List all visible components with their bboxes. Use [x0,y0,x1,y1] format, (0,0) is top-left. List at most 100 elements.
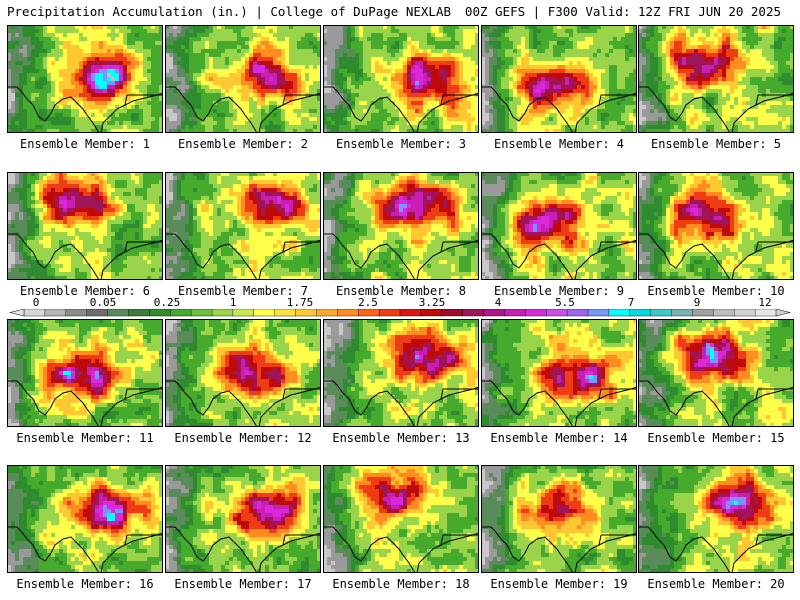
colorbar-swatch [399,309,422,317]
state-border-lines [638,86,794,133]
colorbar-swatch [107,309,130,317]
precip-map [481,172,637,280]
panel-label: Ensemble Member: 11 [7,431,163,445]
panel-label: Ensemble Member: 7 [165,284,321,298]
chart-title: Precipitation Accumulation (in.) | Colle… [7,4,451,19]
colorbar-swatch [295,309,318,317]
colorbar-swatch [671,309,694,317]
precip-map [323,465,479,573]
panel-label: Ensemble Member: 16 [7,577,163,591]
colorbar-tick-label: 2.5 [358,296,378,309]
colorbar-legend: 0 0.05 0.25 1 1.75 2.5 3.25 4 5.5 7 9 12 [0,296,800,322]
colorbar-swatch [754,309,777,317]
precip-map [165,25,321,133]
ensemble-panel: Ensemble Member: 6 [7,172,163,302]
colorbar-swatch [734,309,756,317]
state-border-lines [638,233,794,280]
colorbar-swatch [65,309,88,317]
colorbar-swatch [525,309,547,317]
precip-map [323,319,479,427]
precip-map [481,319,637,427]
colorbar-swatch [316,309,339,317]
ensemble-panel: Ensemble Member: 2 [165,25,321,155]
precip-map [481,25,637,133]
ensemble-panel: Ensemble Member: 13 [323,319,479,449]
colorbar-swatch [504,309,527,317]
ensemble-panel: Ensemble Member: 8 [323,172,479,302]
colorbar-left-arrow [9,309,25,317]
ensemble-panel: Ensemble Member: 3 [323,25,479,155]
precip-map [165,172,321,280]
state-border-lines [638,526,794,573]
precip-map [165,319,321,427]
colorbar-swatch [232,309,255,317]
precip-map [638,25,794,133]
panel-label: Ensemble Member: 17 [165,577,321,591]
ensemble-panel: Ensemble Member: 4 [481,25,637,155]
colorbar-swatch [441,309,464,317]
colorbar-bar [9,309,791,317]
colorbar-tick-label: 0.25 [154,296,181,309]
colorbar-swatch [587,309,610,317]
ensemble-panel: Ensemble Member: 1 [7,25,163,155]
colorbar-swatch [211,309,234,317]
panel-label: Ensemble Member: 15 [638,431,794,445]
ensemble-panel: Ensemble Member: 11 [7,319,163,449]
colorbar-tick-label: 9 [694,296,701,309]
state-border-lines [323,233,479,280]
panel-label: Ensemble Member: 10 [638,284,794,298]
precip-map [7,465,163,573]
model-run-info: 00Z GEFS | F300 Valid: 12Z FRI JUN 20 20… [465,4,781,19]
panel-label: Ensemble Member: 5 [638,137,794,151]
panel-label: Ensemble Member: 6 [7,284,163,298]
colorbar-swatch [420,309,443,317]
precip-map [165,465,321,573]
ensemble-panel: Ensemble Member: 17 [165,465,321,595]
precip-map [638,465,794,573]
panel-label: Ensemble Member: 9 [481,284,637,298]
colorbar-tick-label: 12 [758,296,771,309]
colorbar-swatch [149,309,171,317]
panel-label: Ensemble Member: 18 [323,577,479,591]
panel-label: Ensemble Member: 12 [165,431,321,445]
state-border-lines [165,233,321,280]
colorbar-tick-label: 0 [33,296,40,309]
panel-label: Ensemble Member: 1 [7,137,163,151]
precip-map [323,25,479,133]
colorbar-swatch [378,309,401,317]
colorbar-swatch [483,309,506,317]
ensemble-panel: Ensemble Member: 15 [638,319,794,449]
precip-map [7,25,163,133]
precip-map [481,465,637,573]
colorbar-swatch [629,309,652,317]
colorbar-swatch [44,309,67,317]
panel-label: Ensemble Member: 2 [165,137,321,151]
colorbar-right-arrow [775,309,791,317]
colorbar-swatch [462,309,485,317]
colorbar-tick-label: 5.5 [555,296,575,309]
colorbar-swatch [546,309,568,317]
precip-map [323,172,479,280]
colorbar-tick-label: 3.25 [419,296,446,309]
precip-map [638,319,794,427]
ensemble-panel: Ensemble Member: 19 [481,465,637,595]
ensemble-panel: Ensemble Member: 7 [165,172,321,302]
panel-label: Ensemble Member: 8 [323,284,479,298]
ensemble-panel: Ensemble Member: 18 [323,465,479,595]
precip-map [638,172,794,280]
ensemble-panel: Ensemble Member: 9 [481,172,637,302]
colorbar-swatch [358,309,380,317]
colorbar-swatch [128,309,151,317]
panel-label: Ensemble Member: 13 [323,431,479,445]
panel-label: Ensemble Member: 4 [481,137,637,151]
colorbar-swatch [608,309,631,317]
colorbar-swatch [23,309,46,317]
panel-label: Ensemble Member: 20 [638,577,794,591]
panel-label: Ensemble Member: 19 [481,577,637,591]
state-border-lines [165,380,321,427]
ensemble-panel: Ensemble Member: 10 [638,172,794,302]
colorbar-swatch [692,309,715,317]
ensemble-panel: Ensemble Member: 14 [481,319,637,449]
colorbar-tick-label: 0.05 [90,296,117,309]
state-border-lines [7,526,163,573]
